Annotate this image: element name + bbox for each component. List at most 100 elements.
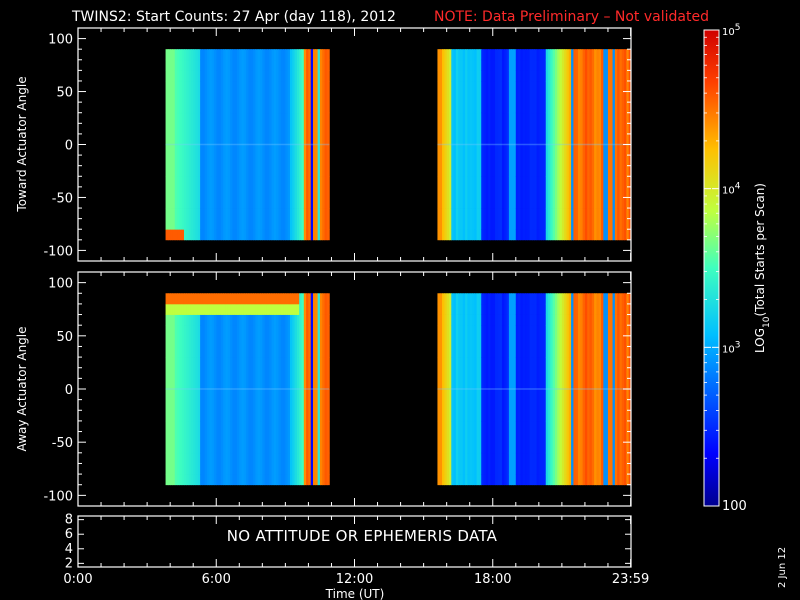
heatmap-cell — [605, 70, 609, 82]
heatmap-cell — [227, 314, 231, 326]
heatmap-cell — [200, 80, 204, 114]
heatmap-cell — [239, 208, 243, 230]
heatmap-cell — [306, 112, 310, 145]
heatmap-cell — [508, 389, 512, 422]
heatmap-cell — [566, 357, 570, 390]
heatmap-cell — [301, 208, 305, 230]
heatmap-cell — [213, 303, 217, 315]
heatmap-cell — [476, 144, 480, 177]
heatmap-cell — [621, 144, 625, 177]
heatmap-cell — [439, 229, 443, 241]
heatmap-cell — [455, 474, 459, 486]
heatmap-cell — [294, 389, 298, 422]
heatmap-cell — [278, 59, 282, 71]
heatmap-cell — [550, 314, 554, 326]
heatmap-cell — [460, 176, 464, 209]
heatmap-cell — [612, 208, 616, 230]
heatmap-cell — [545, 70, 549, 82]
heatmap-cell — [462, 229, 466, 241]
heatmap-cell — [584, 389, 588, 422]
heatmap-cell — [506, 59, 510, 71]
heatmap-cell — [525, 176, 528, 209]
heatmap-cell — [543, 314, 547, 326]
heatmap-cell — [294, 314, 298, 326]
heatmap-cell — [179, 80, 183, 114]
heatmap-cell — [520, 208, 524, 230]
heatmap-cell — [303, 80, 307, 114]
heatmap-cell — [478, 80, 482, 114]
heatmap-cell — [446, 420, 450, 454]
heatmap-cell — [177, 49, 180, 61]
heatmap-cell — [292, 314, 296, 326]
heatmap-cell — [278, 80, 282, 114]
heatmap-cell — [481, 229, 485, 241]
heatmap-cell — [308, 112, 312, 145]
heatmap-cell — [578, 325, 581, 358]
heatmap-cell — [481, 293, 485, 305]
heatmap-cell — [195, 474, 199, 486]
heatmap-cell — [536, 229, 540, 241]
heatmap-cell — [534, 325, 538, 358]
heatmap-cell — [294, 80, 298, 114]
heatmap-cell — [170, 49, 174, 61]
heatmap-cell — [193, 112, 197, 145]
heatmap-cell — [273, 389, 277, 422]
heatmap-cell — [467, 325, 471, 358]
heatmap-cell — [571, 176, 574, 209]
heatmap-cell — [296, 80, 300, 114]
y-tick-label: 100 — [48, 33, 73, 48]
heatmap-cell — [614, 420, 618, 454]
heatmap-cell — [536, 70, 540, 82]
heatmap-cell — [580, 112, 584, 145]
heatmap-cell — [232, 208, 236, 230]
heatmap-cell — [557, 80, 561, 114]
heatmap-cell — [310, 112, 314, 145]
heatmap-cell — [504, 229, 508, 241]
heatmap-cell — [218, 452, 222, 475]
heatmap-cell — [619, 314, 623, 326]
heatmap-cell — [522, 452, 526, 475]
heatmap-cell — [499, 176, 503, 209]
heatmap-cell — [248, 208, 252, 230]
heatmap-cell — [594, 314, 598, 326]
heatmap-cell — [216, 229, 220, 241]
heatmap-cell — [289, 293, 293, 305]
heatmap-cell — [492, 70, 496, 82]
heatmap-cell — [296, 144, 300, 177]
heatmap-cell — [601, 474, 604, 486]
heatmap-cell — [292, 420, 296, 454]
heatmap-cell — [469, 80, 473, 114]
heatmap-cell — [439, 112, 443, 145]
heatmap-cell — [478, 208, 482, 230]
heatmap-cell — [504, 208, 508, 230]
heatmap-cell — [469, 389, 473, 422]
chart-note: NOTE: Data Preliminary – Not validated — [434, 9, 709, 25]
heatmap-cell — [451, 112, 455, 145]
heatmap-cell — [568, 176, 572, 209]
heatmap-cell — [324, 70, 328, 82]
heatmap-cell — [301, 474, 305, 486]
heatmap-cell — [522, 80, 526, 114]
heatmap-cell — [548, 357, 551, 390]
heatmap-cell — [283, 80, 286, 114]
heatmap-cell — [211, 303, 215, 315]
heatmap-cell — [303, 70, 307, 82]
heatmap-cell — [601, 357, 604, 390]
heatmap-cell — [605, 389, 609, 422]
heatmap-cell — [598, 325, 602, 358]
heatmap-cell — [239, 49, 243, 61]
heatmap-cell — [624, 80, 627, 114]
heatmap-cell — [531, 176, 535, 209]
heatmap-cell — [213, 59, 217, 71]
heatmap-cell — [446, 49, 450, 61]
heatmap-cell — [626, 420, 630, 454]
y-tick-label: -100 — [43, 244, 73, 259]
heatmap-cell — [209, 357, 213, 390]
heatmap-cell — [538, 293, 542, 305]
heatmap-cell — [227, 303, 231, 315]
heatmap-cell — [451, 474, 455, 486]
attitude-y-tick-label: 4 — [65, 542, 73, 557]
heatmap-cell — [236, 293, 240, 305]
